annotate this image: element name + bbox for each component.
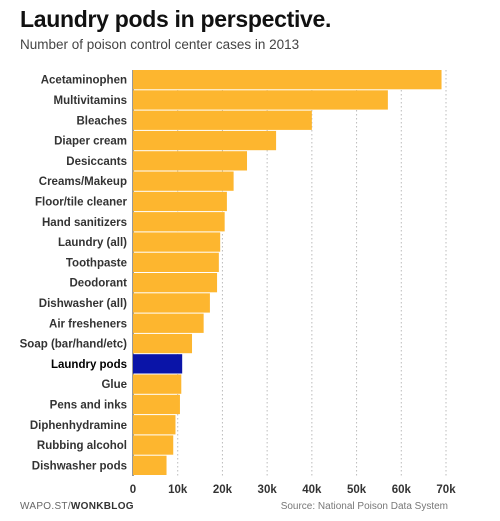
bar-multivitamins [133,90,388,110]
bar-diphenhydramine [133,415,176,435]
category-label-glue: Glue [101,379,127,391]
category-label-laundry-pods: Laundry pods [51,359,127,371]
x-tick-label-40k: 40k [302,484,322,496]
bar-pens-and-inks [133,394,180,415]
bar-dishwasher-all [133,293,210,313]
category-label-acetaminophen: Acetaminophen [41,75,127,87]
x-tick-label-0: 0 [130,484,136,496]
bar-bleaches [133,110,312,130]
bar-diaper-cream [133,130,277,151]
footer-credit-brand: WONKBLOG [70,501,134,512]
category-label-multivitamins: Multivitamins [54,95,127,107]
category-label-desiccants: Desiccants [66,156,127,168]
footer-source: Source: National Poison Data System [280,501,448,512]
bar-acetaminophen [133,70,442,90]
x-tick-label-20k: 20k [213,484,233,496]
bar-floor-tile-cleaner [133,191,227,212]
category-label-pens-and-inks: Pens and inks [50,399,127,411]
chart-subtitle: Number of poison control center cases in… [20,37,300,52]
bar-creams-makeup [133,171,234,191]
bar-dishwasher-pods [133,455,167,475]
footer-credit: WAPO.ST/WONKBLOG [20,501,134,512]
category-label-floor-tile-cleaner: Floor/tile cleaner [35,196,128,208]
bar-desiccants [133,151,248,171]
x-tick-label-50k: 50k [347,484,367,496]
x-tick-label-70k: 70k [436,484,456,496]
bars [133,70,442,475]
category-label-dishwasher-pods: Dishwasher pods [32,460,127,472]
category-label-laundry-all: Laundry (all) [58,237,127,249]
bar-glue [133,374,182,394]
category-label-deodorant: Deodorant [70,278,128,290]
bar-soap-bar-hand-etc [133,333,193,354]
bar-air-fresheners [133,313,204,333]
category-label-diphenhydramine: Diphenhydramine [30,420,127,432]
category-label-bleaches: Bleaches [76,115,127,127]
bar-laundry-all [133,232,221,252]
x-tick-label-60k: 60k [392,484,412,496]
category-label-air-fresheners: Air fresheners [49,318,127,330]
x-tick-label-30k: 30k [258,484,278,496]
chart-title: Laundry pods in perspective. [20,6,332,32]
footer-credit-prefix: WAPO.ST/ [20,501,71,512]
bar-rubbing-alcohol [133,435,174,455]
category-label-rubbing-alcohol: Rubbing alcohol [37,440,127,452]
x-tick-label-10k: 10k [168,484,188,496]
category-label-diaper-cream: Diaper cream [54,136,127,148]
category-label-dishwasher-all: Dishwasher (all) [39,298,127,310]
bar-toothpaste [133,252,219,272]
bar-laundry-pods [133,354,183,374]
category-label-hand-sanitizers: Hand sanitizers [42,217,127,229]
category-label-creams-makeup: Creams/Makeup [39,176,127,188]
bar-deodorant [133,273,218,293]
x-axis-ticks: 0 10k 20k 30k 40k 50k 60k 70k [130,484,456,496]
category-labels: Acetaminophen Multivitamins Bleaches Diaper… [20,75,128,473]
category-label-soap-bar-hand-etc: Soap (bar/hand/etc) [20,339,128,351]
category-label-toothpaste: Toothpaste [66,257,127,269]
bar-hand-sanitizers [133,212,225,232]
